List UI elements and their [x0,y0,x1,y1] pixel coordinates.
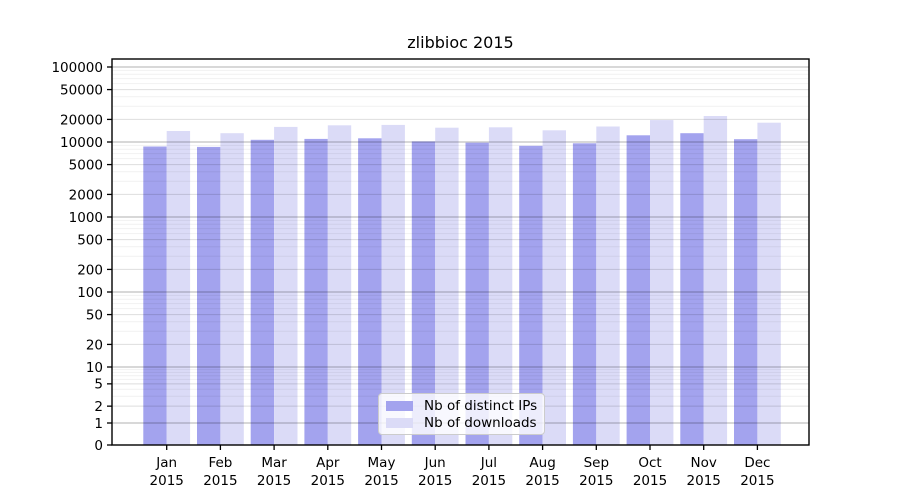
y-tick-label: 1000 [69,210,103,226]
bar-jan-downloads [166,131,191,445]
y-tick-label: 20000 [60,112,103,128]
bar-nov-ips [680,133,704,445]
x-tick-label-year: 2015 [740,473,774,489]
bar-sep-ips [572,143,597,446]
bar-jul-downloads [488,127,513,446]
bar-oct-downloads [650,120,674,445]
legend-label-downloads: Nb of downloads [424,414,537,431]
legend-label-distinct-ips: Nb of distinct IPs [424,397,538,414]
y-tick-label: 200 [77,262,103,278]
y-tick-label: 50 [86,307,103,323]
bar-may-ips [358,138,382,446]
y-tick-label: 2000 [69,187,103,203]
legend-item-distinct-ips: Nb of distinct IPs [386,397,538,414]
x-tick-label-year: 2015 [418,473,452,489]
x-tick-label-year: 2015 [687,473,721,489]
y-tick-label: 100 [77,285,103,301]
x-tick-label-year: 2015 [525,473,559,489]
bar-aug-downloads [542,130,566,446]
x-tick-label-month: Jan [155,455,177,471]
gridlines [112,66,809,424]
y-tick-label: 2 [94,399,103,415]
y-axis: 0 12 510 20 50 100 200 500 1000 2000 5000 10000 2000… [51,60,112,454]
x-tick-label-year: 2015 [579,473,613,489]
x-tick-label-year: 2015 [257,473,291,489]
x-axis: Jan 2015 Feb 2015 Mar 2015 Apr 2015 May 2015 Jun 20… [150,445,775,489]
y-tick-label: 1 [94,416,103,432]
bar-jan-ips [143,146,167,445]
x-tick-label-month: Aug [529,455,555,471]
bar-sep-downloads [596,126,620,445]
bar-jun-ips [411,141,436,445]
bar-feb-ips [197,146,221,445]
x-tick-label-month: Sep [584,455,609,471]
bar-may-downloads [381,124,405,446]
x-tick-label-month: Feb [208,455,232,471]
y-tick-label: 50000 [60,82,103,98]
x-tick-label-year: 2015 [203,473,237,489]
x-tick-label-month: Oct [638,455,661,471]
y-tick-label: 20 [86,337,103,353]
bar-feb-downloads [220,133,244,445]
bar-dec-ips [734,139,758,445]
legend-item-downloads: Nb of downloads [386,414,537,431]
y-tick-label: 10000 [60,135,103,151]
bar-aug-ips [519,145,543,446]
y-tick-label: 100000 [51,60,103,76]
x-tick-label-month: Jul [480,455,497,471]
x-tick-label-month: Apr [316,455,340,471]
y-tick-label: 10 [86,360,103,376]
bar-apr-ips [304,138,328,445]
y-tick-label: 500 [77,232,103,248]
x-tick-label-year: 2015 [311,473,345,489]
bar-jul-ips [465,142,489,445]
x-tick-label-year: 2015 [633,473,667,489]
x-tick-label-month: Dec [744,455,770,471]
x-tick-label-month: Jun [424,455,446,471]
legend-swatch-distinct-ips [386,400,413,411]
legend-swatch-downloads [386,417,413,428]
plot-border [111,58,810,446]
y-tick-label: 5 [94,377,103,393]
x-tick-label-month: Nov [691,455,717,471]
legend: Nb of distinct IPs Nb of downloads [378,393,545,435]
bar-oct-ips [626,135,650,446]
bars [143,116,781,446]
x-tick-label-month: Mar [261,455,287,471]
y-tick-label: 5000 [69,157,103,173]
bar-jun-downloads [435,127,459,445]
bar-apr-downloads [327,125,352,446]
bar-nov-downloads [703,116,728,445]
x-tick-label-month: May [368,455,396,471]
x-tick-label-year: 2015 [150,473,184,489]
x-tick-label-year: 2015 [364,473,398,489]
bar-dec-downloads [757,122,781,445]
bar-mar-ips [250,139,275,446]
x-tick-label-year: 2015 [472,473,506,489]
bar-mar-downloads [274,126,298,446]
y-tick-label: 0 [94,438,103,454]
